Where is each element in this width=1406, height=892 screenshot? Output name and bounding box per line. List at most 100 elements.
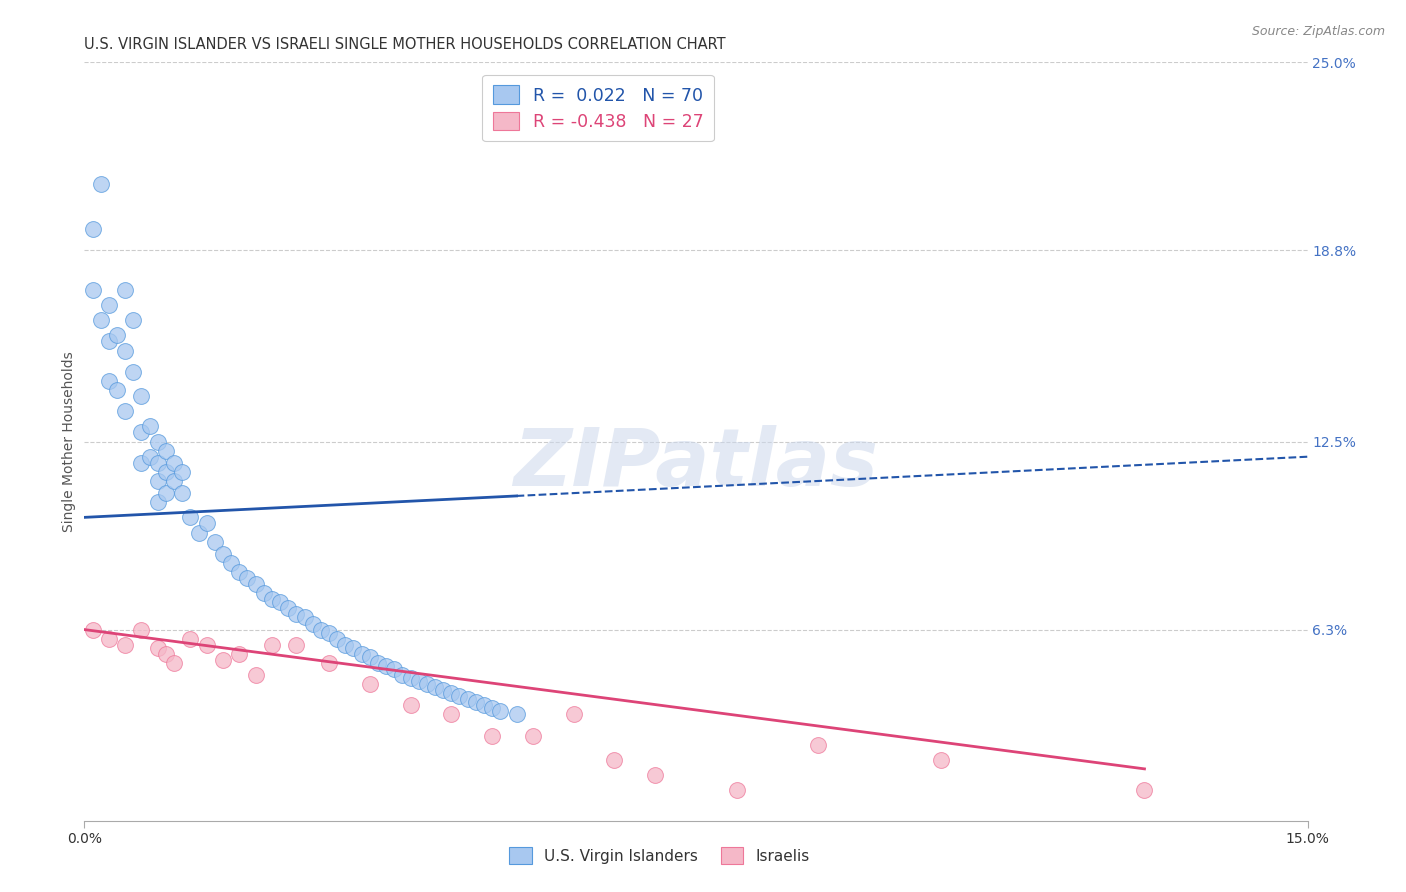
Point [122, 313, 145, 327]
Point [505, 707, 527, 722]
Point [90, 313, 112, 327]
Point [155, 443, 177, 458]
Point [416, 677, 439, 691]
Point [172, 465, 194, 479]
Point [359, 677, 381, 691]
Point [228, 647, 250, 661]
Point [97, 298, 120, 312]
Point [114, 283, 136, 297]
Point [464, 695, 486, 709]
Point [195, 638, 218, 652]
Point [309, 623, 332, 637]
Point [326, 632, 349, 646]
Point [269, 595, 291, 609]
Point [114, 404, 136, 418]
Point [97, 632, 120, 646]
Point [82, 623, 104, 637]
Point [277, 601, 299, 615]
Point [90, 177, 112, 191]
Point [260, 592, 283, 607]
Point [481, 701, 503, 715]
Point [472, 698, 495, 713]
Point [807, 738, 830, 752]
Point [350, 647, 373, 661]
Point [318, 625, 340, 640]
Point [163, 474, 186, 488]
Point [260, 638, 283, 652]
Point [489, 705, 512, 719]
Point [82, 283, 104, 297]
Point [146, 640, 169, 655]
Point [228, 565, 250, 579]
Point [114, 343, 136, 358]
Point [725, 783, 748, 797]
Point [440, 707, 463, 722]
Point [432, 683, 454, 698]
Point [245, 668, 267, 682]
Point [114, 638, 136, 652]
Point [562, 707, 585, 722]
Point [929, 753, 952, 767]
Point [457, 692, 479, 706]
Point [399, 698, 422, 713]
Point [146, 495, 169, 509]
Point [204, 534, 226, 549]
Point [131, 425, 153, 440]
Point [367, 656, 389, 670]
Point [146, 474, 169, 488]
Point [195, 516, 218, 531]
Point [131, 456, 153, 470]
Point [187, 525, 209, 540]
Point [155, 465, 177, 479]
Point [644, 768, 666, 782]
Point [97, 374, 120, 388]
Point [423, 680, 446, 694]
Point [318, 656, 340, 670]
Point [399, 671, 422, 685]
Point [253, 586, 276, 600]
Point [408, 674, 430, 689]
Legend: U.S. Virgin Islanders, Israelis: U.S. Virgin Islanders, Israelis [502, 841, 815, 870]
Point [179, 632, 201, 646]
Text: ZIPatlas: ZIPatlas [513, 425, 879, 503]
Point [138, 450, 160, 464]
Point [375, 659, 398, 673]
Point [172, 486, 194, 500]
Point [105, 383, 128, 397]
Point [603, 753, 626, 767]
Point [391, 668, 413, 682]
Point [97, 334, 120, 349]
Text: U.S. VIRGIN ISLANDER VS ISRAELI SINGLE MOTHER HOUSEHOLDS CORRELATION CHART: U.S. VIRGIN ISLANDER VS ISRAELI SINGLE M… [84, 37, 725, 52]
Point [155, 647, 177, 661]
Point [219, 556, 242, 570]
Point [131, 389, 153, 403]
Point [163, 656, 186, 670]
Point [155, 486, 177, 500]
Point [236, 571, 259, 585]
Point [163, 456, 186, 470]
Point [131, 623, 153, 637]
Point [146, 456, 169, 470]
Point [105, 328, 128, 343]
Point [449, 690, 471, 704]
Point [294, 610, 316, 624]
Point [212, 653, 235, 667]
Point [179, 510, 201, 524]
Point [1133, 783, 1156, 797]
Point [335, 638, 357, 652]
Point [82, 222, 104, 236]
Point [481, 729, 503, 743]
Text: Source: ZipAtlas.com: Source: ZipAtlas.com [1251, 25, 1385, 38]
Point [342, 640, 364, 655]
Point [285, 607, 308, 622]
Point [382, 662, 405, 676]
Point [522, 729, 544, 743]
Point [212, 547, 235, 561]
Point [122, 365, 145, 379]
Point [245, 577, 267, 591]
Point [146, 434, 169, 449]
Y-axis label: Single Mother Households: Single Mother Households [62, 351, 76, 532]
Point [301, 616, 323, 631]
Point [285, 638, 308, 652]
Point [138, 419, 160, 434]
